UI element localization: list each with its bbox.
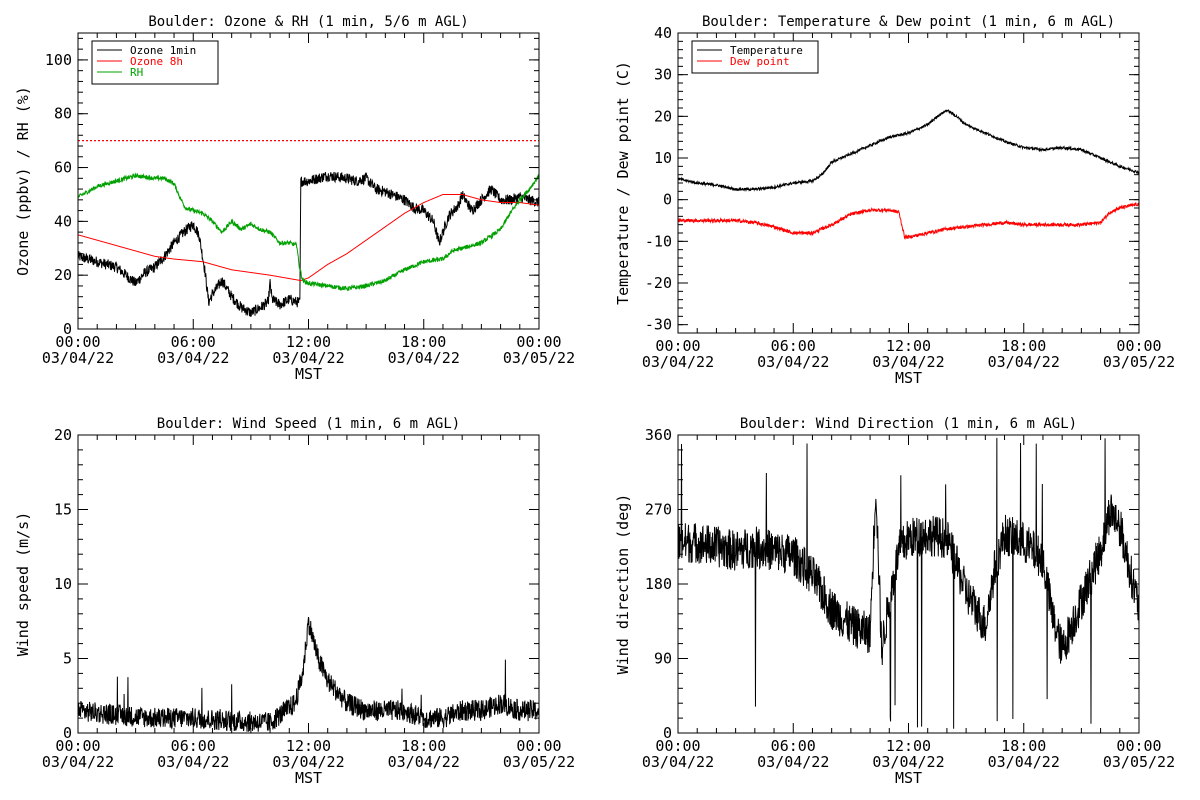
x-tick-time-label: 12:00 — [886, 337, 931, 355]
chart-wind_dir: Boulder: Wind Direction (1 min, 6 m AGL)… — [614, 416, 1175, 787]
y-tick-label: 0 — [63, 724, 72, 742]
series-line-rh — [78, 172, 539, 292]
x-tick-time-label: 06:00 — [771, 737, 816, 755]
x-tick-date-label: 03/04/22 — [157, 349, 229, 367]
x-tick-time-label: 18:00 — [1001, 337, 1046, 355]
y-tick-label: 20 — [654, 107, 672, 125]
x-tick-date-label: 03/05/22 — [503, 753, 575, 771]
legend-entry: Ozone 1min — [130, 44, 196, 57]
y-tick-label: 0 — [663, 724, 672, 742]
chart-title: Boulder: Wind Speed (1 min, 6 m AGL) — [157, 416, 460, 432]
x-tick-date-label: 03/04/22 — [388, 753, 460, 771]
y-tick-label: 270 — [645, 501, 672, 519]
chart-ozone_rh: Boulder: Ozone & RH (1 min, 5/6 m AGL) 0 2… — [14, 14, 575, 383]
x-tick-time-label: 06:00 — [771, 337, 816, 355]
y-tick-label: 5 — [63, 650, 72, 668]
series-line-temperature — [678, 109, 1139, 192]
y-tick-label: 15 — [54, 501, 72, 519]
x-axis-label: MST — [895, 769, 922, 787]
y-axis-label: Ozone (ppbv) / RH (%) — [14, 86, 32, 276]
series-line-main — [678, 437, 1139, 729]
plot-frame — [677, 32, 1140, 334]
x-tick-time-label: 00:00 — [655, 337, 700, 355]
x-tick-time-label: 18:00 — [401, 737, 446, 755]
x-tick-date-label: 03/05/22 — [1103, 353, 1175, 371]
x-tick-time-label: 06:00 — [171, 333, 216, 351]
x-tick-date-label: 03/04/22 — [388, 349, 460, 367]
y-tick-label: 100 — [45, 51, 72, 69]
x-tick-date-label: 03/04/22 — [42, 753, 114, 771]
y-tick-label: 180 — [645, 575, 672, 593]
y-axis-label: Wind speed (m/s) — [14, 512, 32, 657]
legend-entry: Dew point — [730, 55, 790, 68]
x-tick-date-label: 03/05/22 — [1103, 753, 1175, 771]
x-tick-date-label: 03/04/22 — [757, 753, 829, 771]
x-tick-date-label: 03/04/22 — [988, 753, 1060, 771]
y-tick-label: 90 — [654, 650, 672, 668]
x-tick-time-label: 18:00 — [1001, 737, 1046, 755]
x-tick-time-label: 18:00 — [401, 333, 446, 351]
x-tick-date-label: 03/04/22 — [872, 353, 944, 371]
y-tick-label: 20 — [54, 266, 72, 284]
x-axis-label: MST — [295, 365, 322, 383]
y-tick-label: 40 — [54, 212, 72, 230]
x-axis-label: MST — [295, 769, 322, 787]
y-tick-label: -10 — [645, 232, 672, 250]
plot-frame — [677, 434, 1140, 734]
chart-title: Boulder: Wind Direction (1 min, 6 m AGL) — [740, 416, 1077, 432]
y-axis-label: Wind direction (deg) — [614, 494, 632, 675]
x-axis-label: MST — [895, 369, 922, 387]
y-tick-label: 60 — [54, 159, 72, 177]
y-tick-label: 80 — [54, 105, 72, 123]
series-line-ozone-1min — [78, 171, 539, 317]
legend-entry: RH — [130, 66, 143, 79]
legend-entry: Temperature — [730, 44, 803, 57]
x-tick-time-label: 06:00 — [171, 737, 216, 755]
x-tick-date-label: 03/04/22 — [642, 353, 714, 371]
legend-entry: Ozone 8h — [130, 55, 183, 68]
x-tick-date-label: 03/04/22 — [988, 353, 1060, 371]
y-tick-label: 0 — [663, 191, 672, 209]
x-tick-date-label: 03/05/22 — [503, 349, 575, 367]
x-tick-time-label: 00:00 — [55, 737, 100, 755]
x-tick-time-label: 00:00 — [55, 333, 100, 351]
x-tick-time-label: 00:00 — [516, 737, 561, 755]
chart-temp_dew: Boulder: Temperature & Dew point (1 min,… — [614, 14, 1175, 387]
x-tick-date-label: 03/04/22 — [272, 753, 344, 771]
y-tick-label: 10 — [54, 575, 72, 593]
y-tick-label: 40 — [654, 24, 672, 42]
plot-frame — [77, 434, 540, 734]
y-tick-label: 30 — [654, 66, 672, 84]
series-line-ozone-8h — [78, 193, 539, 282]
x-tick-date-label: 03/04/22 — [872, 753, 944, 771]
y-tick-label: 10 — [654, 149, 672, 167]
chart-title: Boulder: Temperature & Dew point (1 min,… — [702, 14, 1115, 30]
x-tick-time-label: 00:00 — [516, 333, 561, 351]
chart-wind_speed: Boulder: Wind Speed (1 min, 6 m AGL) 0 5 10… — [14, 416, 575, 787]
x-tick-time-label: 00:00 — [655, 737, 700, 755]
y-tick-label: 0 — [63, 320, 72, 338]
x-tick-time-label: 12:00 — [886, 737, 931, 755]
y-tick-label: 360 — [645, 426, 672, 444]
x-tick-time-label: 00:00 — [1116, 737, 1161, 755]
x-tick-date-label: 03/04/22 — [157, 753, 229, 771]
x-tick-date-label: 03/04/22 — [757, 353, 829, 371]
series-line-dew-point — [678, 201, 1139, 240]
x-tick-time-label: 12:00 — [286, 737, 331, 755]
x-tick-date-label: 03/04/22 — [42, 349, 114, 367]
x-tick-date-label: 03/04/22 — [272, 349, 344, 367]
x-tick-time-label: 00:00 — [1116, 337, 1161, 355]
series-line-main — [78, 617, 539, 732]
x-tick-date-label: 03/04/22 — [642, 753, 714, 771]
chart-title: Boulder: Ozone & RH (1 min, 5/6 m AGL) — [148, 14, 468, 30]
y-tick-label: 20 — [54, 426, 72, 444]
y-tick-label: -30 — [645, 316, 672, 334]
y-axis-label: Temperature / Dew point (C) — [614, 61, 632, 305]
y-tick-label: -20 — [645, 274, 672, 292]
x-tick-time-label: 12:00 — [286, 333, 331, 351]
